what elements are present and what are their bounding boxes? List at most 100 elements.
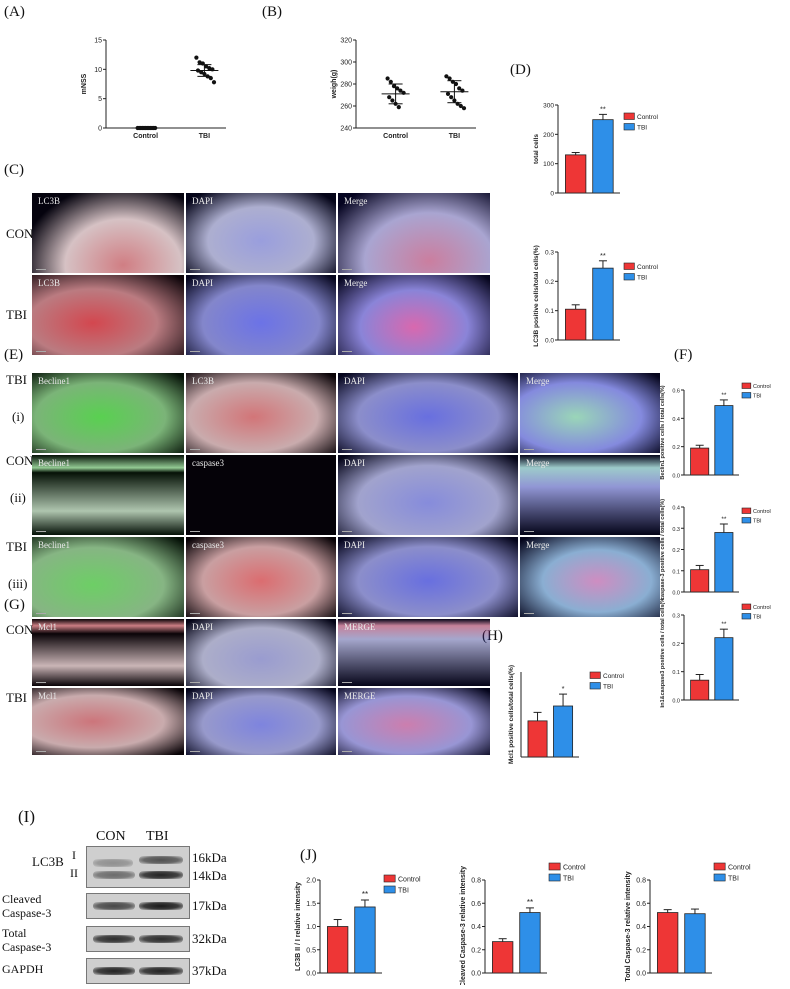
legend-swatch-control xyxy=(623,112,635,120)
data-point xyxy=(458,103,463,109)
chart-j-lc3b-ratio: 0.0 0.5 1.0 1.5 2.0 LC3B II / I relative inte… xyxy=(295,874,421,978)
stain-label: DAPI xyxy=(192,278,214,288)
y-axis-label: Cleaved Caspase-3 relative intensity xyxy=(460,866,467,985)
y-tick-label: 2.0 xyxy=(306,878,316,885)
bar-control xyxy=(565,154,587,194)
bar-control xyxy=(690,569,710,593)
y-tick-label: 0.1 xyxy=(672,569,680,575)
y-tick-label: 0.5 xyxy=(306,947,316,954)
wb-band xyxy=(93,902,135,910)
wb-kda-37: 37kDa xyxy=(192,963,227,978)
data-point xyxy=(391,84,397,89)
legend-swatch-tbi xyxy=(713,873,726,882)
wb-band xyxy=(93,935,135,943)
sub-label-iii: (iii) xyxy=(8,576,28,591)
wb-kda-14: 14kDa xyxy=(192,868,227,883)
micrograph-e-iii-becline1: Becline1 xyxy=(32,537,184,617)
y-tick-label: 0.6 xyxy=(636,901,646,908)
wb-header-con: CON xyxy=(96,829,126,844)
legend-swatch-tbi xyxy=(741,517,752,524)
micrograph-e-ii-dapi: DAPI xyxy=(338,455,518,535)
bar-tbi xyxy=(519,912,541,974)
micrograph-g-con-merge: MERGE xyxy=(338,619,490,686)
y-tick-label: 0.4 xyxy=(636,924,646,931)
data-point xyxy=(207,66,212,71)
data-point xyxy=(390,98,395,103)
stain-label: Mcl1 xyxy=(38,691,57,701)
stain-label: Becline1 xyxy=(38,458,70,468)
y-tick-label: 0.0 xyxy=(672,591,680,597)
wb-band xyxy=(93,967,135,975)
bar-tbi xyxy=(714,532,734,593)
y-axis-label: Beclin1 positive cells / total cells(%) xyxy=(660,385,666,479)
y-tick-label: 240 xyxy=(340,126,352,133)
wb-kda-32: 32kDa xyxy=(192,931,227,946)
bar-control xyxy=(690,447,710,476)
micrograph-c-tbi-merge: Merge xyxy=(338,275,490,355)
stain-label: LC3B xyxy=(192,376,215,386)
legend-label-tbi: TBI xyxy=(603,684,613,691)
data-point xyxy=(396,105,401,110)
bar-control xyxy=(690,679,710,701)
wb-band xyxy=(139,871,183,879)
stain-label: DAPI xyxy=(344,376,366,386)
panel-label-i: (I) xyxy=(18,807,35,826)
stain-label: caspase3 xyxy=(192,458,224,468)
significance-marker: ** xyxy=(721,392,727,399)
y-axis-label: total cells xyxy=(533,134,540,164)
wb-band xyxy=(93,871,135,879)
stain-label: caspase3 xyxy=(192,540,224,550)
data-point xyxy=(449,95,454,100)
stain-label: MERGE xyxy=(344,622,376,632)
bar-tbi xyxy=(592,119,614,194)
bar-control xyxy=(527,720,548,758)
y-tick-label: 0.0 xyxy=(636,971,646,978)
micrograph-g-con-mcl1: Mcl1 xyxy=(32,619,184,686)
micrograph-c-tbi-lc3b: LC3B xyxy=(32,275,184,355)
wb-band xyxy=(139,935,183,943)
data-point xyxy=(398,88,403,93)
micrograph-g-tbi-merge: MERGE xyxy=(338,688,490,755)
y-tick-label: 0.3 xyxy=(672,527,680,533)
wb-header-tbi: TBI xyxy=(146,829,169,844)
wb-kda-17: 17kDa xyxy=(192,898,227,913)
data-point xyxy=(461,106,467,111)
legend-label-control: Control xyxy=(728,865,751,872)
stain-label: DAPI xyxy=(192,196,214,206)
y-tick-label: 0.8 xyxy=(471,878,481,885)
legend-label-control: Control xyxy=(753,509,771,515)
bar-tbi xyxy=(714,637,734,701)
y-axis-label: LC3B II / I relative intensity xyxy=(295,882,302,971)
y-tick-label: 0.4 xyxy=(471,924,481,931)
legend-swatch-control xyxy=(741,382,752,389)
y-tick-label: 0.4 xyxy=(672,417,680,423)
row-label-con-g: CON xyxy=(6,622,34,637)
data-point xyxy=(385,76,390,81)
x-tick-label: Control xyxy=(383,133,408,140)
legend-swatch-tbi xyxy=(741,392,752,399)
legend-swatch-control xyxy=(713,862,726,871)
y-tick-label: 0 xyxy=(550,191,554,198)
panel-label-j: (J) xyxy=(300,847,317,864)
y-tick-label: 0.2 xyxy=(636,947,646,954)
micrograph-g-con-dapi: DAPI xyxy=(186,619,336,686)
wb-strip-gapdh xyxy=(86,958,190,984)
y-tick-label: 10 xyxy=(94,67,102,74)
wb-band xyxy=(93,859,133,867)
y-tick-label: 0.2 xyxy=(471,947,481,954)
micrograph-g-tbi-mcl1: Mcl1 xyxy=(32,688,184,755)
chart-d-total-cells: 0 100 200 300 total cells ** Control TBI xyxy=(533,103,659,198)
significance-marker: ** xyxy=(721,516,727,523)
legend-swatch-tbi xyxy=(548,873,561,882)
legend-swatch-control xyxy=(741,507,752,514)
legend-label-control: Control xyxy=(637,114,659,121)
y-tick-label: 0.6 xyxy=(672,389,680,395)
chart-h-mcl1: Mcl1 positive cells/total cells(%) * Contr… xyxy=(508,665,625,764)
legend-swatch-tbi xyxy=(741,613,752,620)
bar-tbi xyxy=(354,906,376,974)
y-axis-label: Beclin1&caspase3 positive cells / total … xyxy=(660,598,666,708)
data-point xyxy=(445,91,451,96)
data-point xyxy=(211,80,217,85)
bar-tbi xyxy=(592,267,614,341)
y-tick-label: 0.2 xyxy=(672,642,680,648)
